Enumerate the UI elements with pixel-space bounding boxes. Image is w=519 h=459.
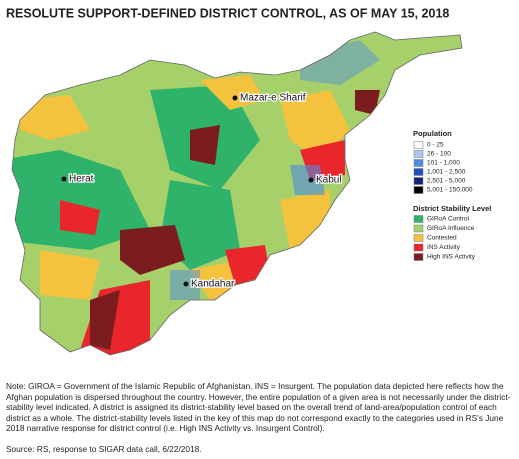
legend-label: 1,001 - 2,500: [427, 169, 466, 176]
map-regions: [12, 32, 462, 355]
legend-swatch: [413, 215, 424, 223]
legend-label: 5,001 - 150,000: [427, 187, 473, 194]
legend-label: 26 - 100: [427, 151, 451, 158]
legend-title: District Stability Level: [413, 204, 491, 213]
legend-swatch: [413, 234, 424, 242]
legend-swatch: [413, 159, 424, 167]
legend-label: GIRoA Control: [427, 216, 469, 223]
legend-label: 2,501 - 5,000: [427, 178, 466, 185]
city-dot: [308, 177, 314, 183]
legend-label: GIRoA Influence: [427, 225, 475, 232]
legend-swatch: [413, 243, 424, 252]
city-label: Kandahar: [191, 279, 235, 290]
legend-swatch: [413, 168, 424, 176]
city-label: Mazar-e Sharif: [240, 93, 306, 104]
note: Note: GIROA = Government of the Islamic …: [6, 381, 511, 434]
legend-swatch: [413, 186, 424, 194]
city-label: Herat: [69, 174, 94, 185]
legend-swatch: [413, 177, 424, 185]
legend-swatch: [413, 141, 424, 149]
title: RESOLUTE SUPPORT-DEFINED DISTRICT CONTRO…: [6, 6, 449, 20]
border: [11, 31, 463, 356]
legend-swatch: [413, 150, 424, 158]
legend-title: Population: [413, 129, 452, 138]
legend-label: 101 - 1,000: [427, 160, 460, 167]
city-label: Kabul: [316, 175, 342, 186]
map-figure: RESOLUTE SUPPORT-DEFINED DISTRICT CONTRO…: [6, 6, 491, 356]
city-dot: [183, 281, 189, 287]
legend-label: INS Activity: [427, 244, 461, 251]
legend-swatch: [413, 224, 424, 233]
legend-swatch: [413, 253, 424, 261]
city-dot: [232, 95, 238, 101]
city-dot: [61, 176, 67, 182]
legend-label: 0 - 25: [427, 142, 444, 149]
legend-label: High INS Activity: [427, 254, 476, 261]
legend-label: Contested: [427, 235, 457, 242]
source: Source: RS, response to SIGAR data call,…: [6, 444, 202, 454]
